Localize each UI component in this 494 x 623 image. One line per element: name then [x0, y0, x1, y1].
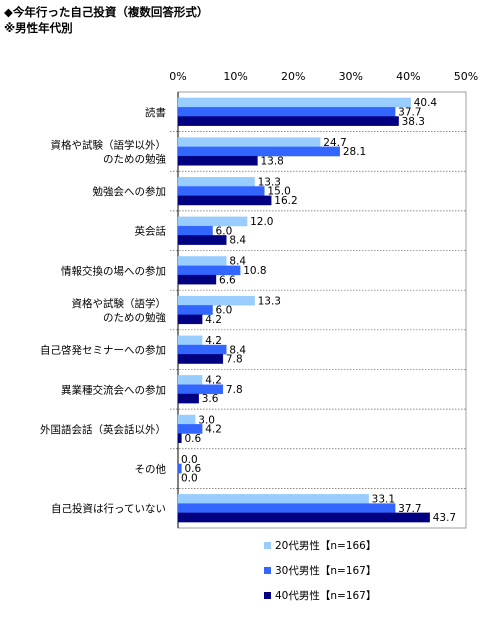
category-labels: 読書資格や試験（語学以外）のための勉強勉強会への参加英会話情報交換の場への参加資… — [40, 106, 166, 515]
x-tick-label: 40% — [396, 70, 420, 83]
bar — [177, 503, 396, 513]
bar — [177, 186, 265, 196]
category-label: 自己投資は行っていない — [51, 502, 166, 515]
category-label: 自己啓発セミナーへの参加 — [40, 344, 166, 357]
x-tick-label: 0% — [169, 70, 186, 83]
data-label: 13.8 — [260, 155, 283, 167]
category-label: 英会話 — [135, 225, 167, 238]
bar — [177, 97, 411, 108]
category-label: のための勉強 — [103, 152, 166, 165]
bar — [177, 335, 203, 346]
bar — [177, 235, 227, 245]
data-label: 40.4 — [414, 97, 438, 109]
data-label: 10.8 — [243, 265, 266, 277]
data-label: 0.0 — [181, 472, 198, 484]
chart-title: ◆今年行った自己投資（複数回答形式） — [4, 5, 209, 19]
data-label: 24.7 — [323, 137, 346, 149]
category-label: のための勉強 — [103, 311, 166, 324]
bar — [177, 256, 227, 266]
data-label: 4.2 — [205, 424, 222, 436]
data-label: 4.2 — [205, 375, 222, 387]
data-label: 6.6 — [219, 274, 236, 286]
bar — [177, 295, 255, 306]
legend: 20代男性【n=166】 30代男性【n=167】 40代男性【n=167】 — [264, 539, 376, 602]
bar — [177, 216, 248, 227]
bar — [177, 116, 399, 126]
data-label: 43.7 — [433, 512, 456, 524]
data-label: 7.8 — [226, 384, 243, 396]
bar — [177, 375, 203, 385]
data-label: 38.3 — [402, 116, 425, 128]
bar — [177, 176, 255, 187]
bar — [177, 393, 199, 404]
data-label: 16.2 — [274, 195, 297, 207]
category-label: 読書 — [145, 106, 166, 119]
category-label: 異業種交流会への参加 — [61, 383, 166, 396]
data-label: 6.0 — [216, 225, 233, 237]
data-label: 37.7 — [398, 106, 421, 118]
category-label: 勉強会への参加 — [93, 185, 167, 198]
data-label: 4.2 — [205, 314, 222, 326]
legend-swatch — [264, 542, 271, 549]
category-label: その他 — [135, 463, 167, 476]
data-label: 28.1 — [343, 146, 366, 158]
bar — [177, 433, 182, 444]
x-tick-label: 20% — [281, 70, 305, 83]
data-label: 3.0 — [198, 414, 215, 426]
data-labels: 40.424.713.312.08.413.34.24.23.00.033.13… — [181, 97, 456, 524]
legend-label: 40代男性【n=167】 — [275, 589, 376, 602]
data-label: 12.0 — [250, 216, 273, 228]
data-label: 8.4 — [229, 235, 246, 247]
category-label: 資格や試験（語学） — [72, 297, 167, 310]
data-label: 7.8 — [226, 354, 243, 366]
data-label: 8.4 — [229, 256, 246, 268]
bar — [177, 314, 203, 325]
x-axis-ticks: 0% 10% 20% 30% 40% 50% — [169, 70, 478, 83]
bar — [177, 384, 224, 395]
category-label: 外国語会話（英会話以外） — [40, 423, 166, 436]
legend-swatch — [264, 592, 271, 599]
bar — [177, 195, 272, 206]
data-label: 37.7 — [398, 503, 421, 515]
x-tick-label: 30% — [339, 70, 363, 83]
bar — [177, 424, 203, 434]
data-label: 4.2 — [205, 335, 222, 347]
bars — [177, 97, 430, 523]
category-label: 情報交換の場への参加 — [61, 264, 166, 277]
bar — [177, 225, 213, 236]
bar — [177, 107, 396, 117]
legend-label: 30代男性【n=167】 — [275, 564, 376, 577]
data-label: 6.0 — [216, 305, 233, 317]
bar — [177, 414, 196, 425]
chart-subtitle: ※男性年代別 — [4, 21, 73, 35]
bar — [177, 494, 369, 504]
data-label: 0.0 — [181, 454, 198, 466]
bar — [177, 463, 182, 474]
bar — [177, 354, 224, 364]
data-label: 33.1 — [372, 494, 395, 506]
bar — [177, 137, 321, 147]
legend-swatch — [264, 567, 271, 574]
bar — [177, 146, 341, 157]
data-label: 8.4 — [229, 344, 246, 356]
legend-label: 20代男性【n=166】 — [275, 539, 376, 552]
data-label: 0.6 — [184, 463, 201, 475]
x-tick-label: 10% — [223, 70, 247, 83]
data-label: 13.3 — [258, 176, 281, 188]
data-label: 15.0 — [267, 186, 290, 198]
x-tick-label: 50% — [454, 70, 478, 83]
bar — [177, 512, 430, 523]
data-label: 0.6 — [184, 433, 201, 445]
bar — [177, 274, 217, 285]
data-label: 3.6 — [202, 393, 219, 405]
data-label: 13.3 — [258, 295, 281, 307]
category-label: 資格や試験（語学以外） — [51, 138, 167, 151]
bar — [177, 155, 258, 166]
